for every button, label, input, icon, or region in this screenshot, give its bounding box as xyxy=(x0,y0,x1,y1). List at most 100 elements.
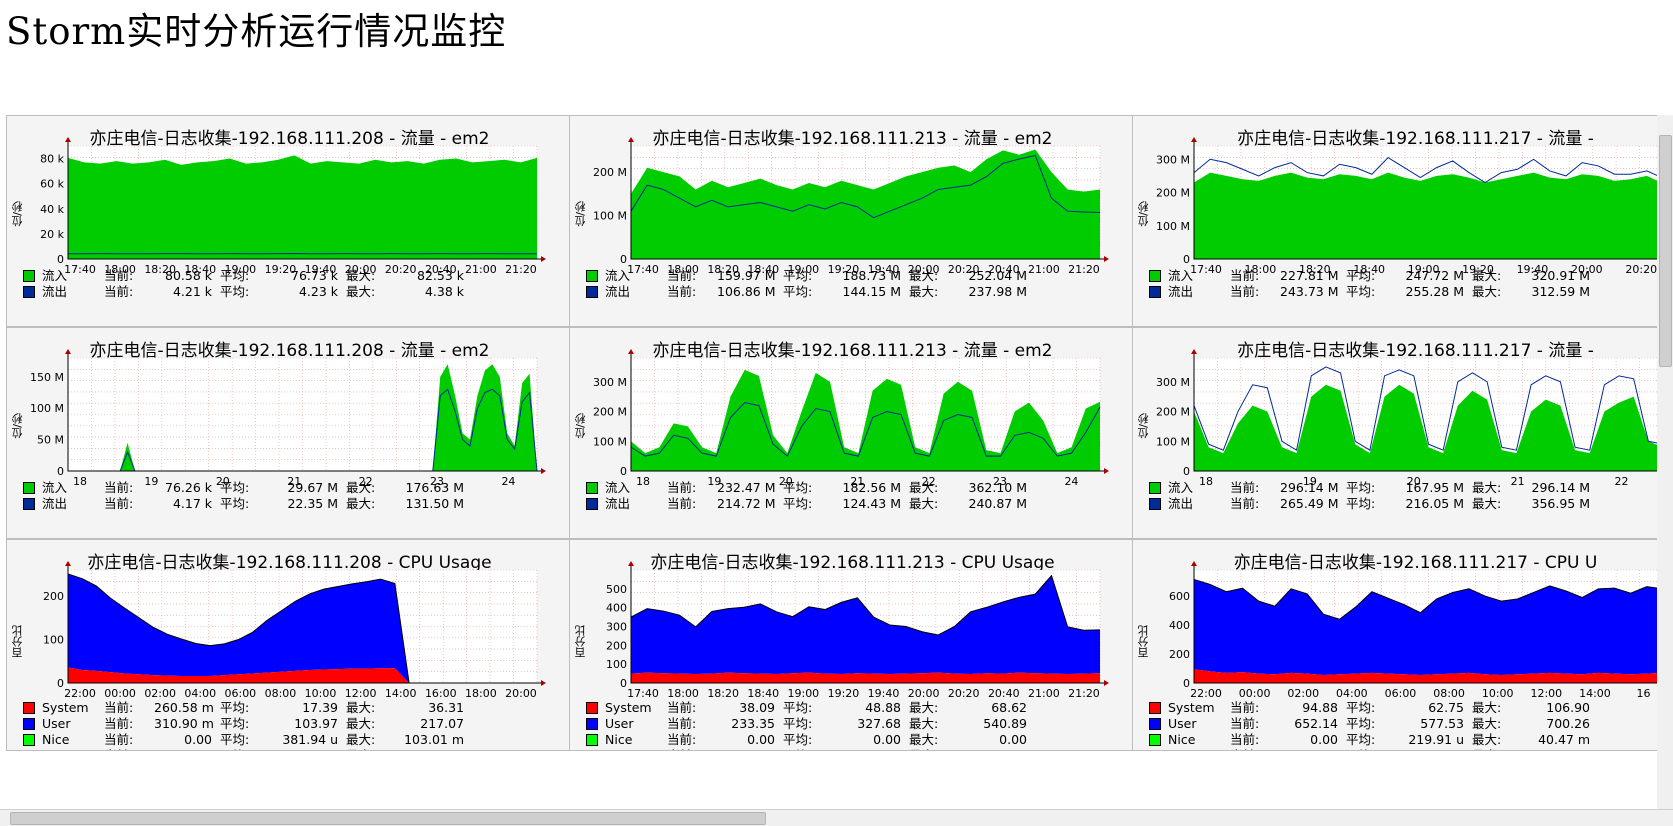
legend-max-value: 540.89 xyxy=(957,716,1027,732)
legend-cur-value: 310.90 m xyxy=(154,716,212,732)
legend-cur-value: 0.00 xyxy=(1280,732,1338,748)
vertical-scrollbar[interactable] xyxy=(1657,115,1673,809)
horizontal-scrollbar[interactable] xyxy=(0,809,1673,826)
x-tick-label: 08:00 xyxy=(265,687,297,700)
y-tick-label: 60 k xyxy=(40,178,64,191)
legend-avg-value: 167.95 M xyxy=(1394,480,1464,496)
legend-cur-value: 0.00 xyxy=(154,732,212,748)
legend-cur-label: 当前: xyxy=(667,732,717,748)
legend-avg-label: 平均: xyxy=(1346,732,1394,748)
legend-avg-value: 182.56 M xyxy=(831,480,901,496)
x-tick-label: 16:00 xyxy=(425,687,457,700)
legend-avg-label: 平均: xyxy=(1346,748,1394,751)
legend-swatch xyxy=(1149,718,1161,730)
legend-swatch xyxy=(1149,734,1161,746)
y-tick-label: 400 xyxy=(1169,619,1190,632)
legend-cur-value: 232.47 M xyxy=(717,480,775,496)
x-tick-label: 14:00 xyxy=(1579,687,1611,700)
legend-avg-value: 48.88 xyxy=(831,700,901,716)
legend-cur-value: 38.09 xyxy=(717,700,775,716)
x-tick-label: 22:00 xyxy=(1190,687,1222,700)
y-tick-label: 500 xyxy=(606,583,627,596)
y-tick-label: 200 M xyxy=(1156,406,1190,419)
legend-series-name: 流入 xyxy=(605,480,667,496)
legend-avg-value: 381.94 u xyxy=(268,732,338,748)
y-tick-label: 300 M xyxy=(1156,153,1190,166)
legend-cur-label: 当前: xyxy=(667,748,717,751)
x-axis-arrow xyxy=(1104,468,1109,474)
x-tick-label: 20:20 xyxy=(948,687,980,700)
x-tick-label: 17:40 xyxy=(627,687,659,700)
legend-avg-label: 平均: xyxy=(1346,480,1394,496)
legend-max-label: 最大: xyxy=(346,480,394,496)
legend-series-name: Total xyxy=(1168,748,1230,751)
legend-max-label: 最大: xyxy=(346,748,394,751)
legend-max-value: 176.63 M xyxy=(394,480,464,496)
legend-avg-label: 平均: xyxy=(783,700,831,716)
legend-avg-value: 0.00 xyxy=(831,732,901,748)
graph-panel[interactable]: 亦庄电信-日志收集-192.168.111.213 - CPU UsageRRD… xyxy=(569,539,1164,751)
graph-panel[interactable]: 亦庄电信-日志收集-192.168.111.213 - 流量 - em2RRDT… xyxy=(569,327,1164,539)
legend-swatch xyxy=(23,750,35,751)
x-axis-arrow xyxy=(541,468,546,474)
legend-cur-label: 当前: xyxy=(1230,732,1280,748)
x-tick-label: 18:20 xyxy=(707,687,739,700)
legend-avg-label: 平均: xyxy=(783,496,831,512)
legend-max-label: 最大: xyxy=(909,716,957,732)
x-tick-label: 04:00 xyxy=(184,687,216,700)
x-tick-label: 18:00 xyxy=(465,687,497,700)
y-tick-label: 100 M xyxy=(1156,220,1190,233)
legend-cur-value: 106.86 M xyxy=(717,284,775,300)
legend-max-value: 320.91 M xyxy=(1520,268,1590,284)
vertical-scroll-thumb[interactable] xyxy=(1659,135,1672,367)
horizontal-scroll-thumb[interactable] xyxy=(10,812,766,825)
y-tick-label: 20 k xyxy=(40,228,64,241)
y-tick-label: 0 xyxy=(1183,253,1190,266)
y-axis-arrow xyxy=(628,349,634,354)
legend-cur-label: 当前: xyxy=(667,496,717,512)
x-tick-label: 20:00 xyxy=(505,687,537,700)
x-tick-label: 10:00 xyxy=(1482,687,1514,700)
legend-cur-value: 76.26 k xyxy=(154,480,212,496)
x-tick-label: 16 xyxy=(1637,687,1651,700)
legend-series-name: 流入 xyxy=(605,268,667,284)
graph-panel[interactable]: 亦庄电信-日志收集-192.168.111.208 - 流量 - em2RRDT… xyxy=(6,327,601,539)
legend-cur-label: 当前: xyxy=(104,732,154,748)
legend-series-name: Nice xyxy=(42,732,104,748)
graph-panel[interactable]: 亦庄电信-日志收集-192.168.111.208 - 流量 - em2RRDT… xyxy=(6,115,601,327)
legend-max-value: 82.53 k xyxy=(394,268,464,284)
legend-avg-label: 平均: xyxy=(220,700,268,716)
legend-cur-value: 94.88 xyxy=(1280,700,1338,716)
legend-max-label: 最大: xyxy=(346,496,394,512)
legend-avg-value: 29.67 M xyxy=(268,480,338,496)
graph-panel[interactable]: 亦庄电信-日志收集-192.168.111.208 - CPU UsageRRD… xyxy=(6,539,601,751)
legend-avg-value: 640.28 xyxy=(1394,748,1464,751)
legend-swatch xyxy=(586,734,598,746)
legend-cur-label: 当前: xyxy=(104,268,154,284)
graph-panel[interactable]: 亦庄电信-日志收集-192.168.111.213 - 流量 - em2RRDT… xyxy=(569,115,1164,327)
legend-series-name: User xyxy=(605,716,667,732)
legend-cur-label: 当前: xyxy=(667,700,717,716)
legend-series-name: Total xyxy=(605,748,667,751)
legend-avg-label: 平均: xyxy=(783,480,831,496)
page-title: Storm实时分析运行情况监控 xyxy=(6,4,566,59)
legend-max-label: 最大: xyxy=(1472,268,1520,284)
legend-cur-label: 当前: xyxy=(667,716,717,732)
x-tick-label: 19:40 xyxy=(868,687,900,700)
legend-row: Total当前:271.44平均:376.57最大:582.44 xyxy=(586,748,1035,751)
legend-max-value: 103.01 m xyxy=(394,732,464,748)
legend-avg-label: 平均: xyxy=(1346,700,1394,716)
legend-cur-value: 80.58 k xyxy=(154,268,212,284)
